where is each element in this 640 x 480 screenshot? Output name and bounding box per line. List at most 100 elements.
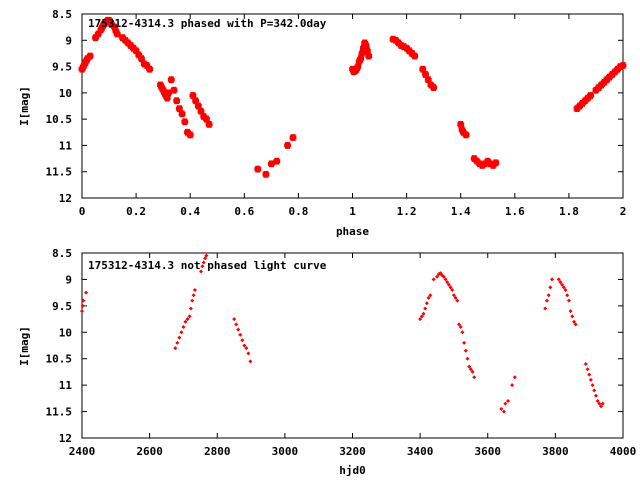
data-point-arm bbox=[84, 56, 91, 61]
data-point bbox=[446, 282, 451, 287]
data-point-arm bbox=[254, 167, 262, 172]
data-point-arm bbox=[357, 56, 365, 61]
data-point-arm bbox=[592, 88, 600, 93]
data-point-arm bbox=[595, 85, 603, 90]
data-point-arm bbox=[430, 85, 438, 90]
data-point-arm bbox=[403, 46, 410, 51]
data-point-arm bbox=[470, 156, 478, 161]
data-point-arm bbox=[492, 160, 500, 165]
data-point bbox=[563, 288, 568, 292]
data-point bbox=[467, 364, 472, 369]
data-point bbox=[426, 295, 431, 300]
chart-title: 175312-4314.3 not phased light curve bbox=[88, 259, 327, 272]
data-point-arm bbox=[197, 109, 205, 114]
x-tick-label: 0.4 bbox=[180, 205, 200, 218]
data-point bbox=[499, 406, 504, 411]
data-point bbox=[543, 306, 548, 311]
y-tick-label: 9.5 bbox=[52, 300, 72, 313]
data-point bbox=[573, 322, 578, 327]
data-point bbox=[568, 309, 573, 314]
y-tick-label: 8.5 bbox=[52, 8, 72, 21]
x-tick-label: 0.2 bbox=[126, 205, 146, 218]
data-point bbox=[236, 327, 241, 332]
data-point-arm bbox=[127, 43, 135, 48]
data-point bbox=[181, 325, 186, 329]
data-point bbox=[593, 393, 598, 398]
data-point bbox=[570, 314, 575, 319]
data-point bbox=[549, 277, 554, 282]
data-point-arm bbox=[165, 90, 172, 95]
data-point bbox=[190, 298, 195, 303]
data-point-arm bbox=[143, 63, 151, 68]
data-point bbox=[595, 399, 600, 403]
data-point-arm bbox=[405, 48, 413, 53]
x-tick-label: 3600 bbox=[475, 445, 502, 458]
x-tick-label: 1.8 bbox=[559, 205, 579, 218]
chart-panel-1: 0 0.2 0.4 0.6 0.8 1 1.2 1.4 1.6 1.8 2 8.5 9 9.5 10 10.5… bbox=[18, 8, 627, 238]
data-point bbox=[443, 277, 448, 282]
data-point bbox=[80, 303, 85, 308]
data-point bbox=[445, 280, 450, 285]
data-point-arm bbox=[484, 159, 492, 164]
data-point bbox=[458, 325, 463, 329]
data-point-arm bbox=[262, 172, 270, 177]
chart-panel-2: 2400 2600 2800 3000 3200 3400 3600 3800 4000 8.5 9… bbox=[18, 247, 636, 477]
data-point-arm bbox=[462, 132, 470, 137]
x-tick-label: 3800 bbox=[542, 445, 569, 458]
x-tick-label: 2800 bbox=[204, 445, 231, 458]
data-point-arm bbox=[86, 54, 94, 59]
data-point-arm bbox=[119, 35, 126, 40]
data-point bbox=[544, 298, 549, 303]
data-point-arm bbox=[113, 31, 121, 37]
data-point bbox=[234, 322, 239, 327]
data-point-arm bbox=[132, 48, 140, 53]
data-point-arm bbox=[94, 31, 102, 37]
data-point-arm bbox=[424, 77, 432, 82]
data-point bbox=[450, 288, 455, 292]
data-point-arm bbox=[167, 77, 175, 82]
data-point bbox=[565, 293, 570, 298]
data-point-arm bbox=[200, 114, 208, 119]
data-point-arm bbox=[92, 35, 99, 40]
y-tick-label: 11.5 bbox=[46, 406, 73, 419]
data-point-arm bbox=[284, 143, 291, 148]
x-tick-label: 3200 bbox=[339, 445, 366, 458]
data-point-arm bbox=[359, 46, 367, 51]
data-point-arm bbox=[614, 67, 621, 72]
data-point-arm bbox=[358, 51, 366, 56]
data-point-arm bbox=[581, 98, 589, 103]
data-point bbox=[460, 330, 465, 335]
data-point bbox=[558, 280, 563, 285]
data-point bbox=[566, 298, 571, 303]
data-point bbox=[81, 298, 86, 303]
data-point-arm bbox=[111, 25, 118, 30]
data-point-arm bbox=[457, 122, 465, 127]
data-point bbox=[173, 346, 178, 351]
data-point-arm bbox=[603, 77, 611, 82]
data-point bbox=[183, 319, 188, 324]
data-point-arm bbox=[576, 103, 584, 109]
data-point bbox=[179, 330, 184, 335]
x-tick-label: 4000 bbox=[610, 445, 637, 458]
data-point-arm bbox=[189, 93, 197, 98]
data-point-arm bbox=[597, 82, 605, 88]
data-point bbox=[435, 274, 440, 279]
data-point-arm bbox=[473, 159, 481, 164]
data-point bbox=[585, 367, 590, 372]
chart-title: 175312-4314.3 phased with P=342.0day bbox=[88, 17, 327, 30]
data-point-arm bbox=[584, 96, 592, 101]
data-point-arm bbox=[363, 48, 371, 53]
data-point-arm bbox=[408, 51, 416, 56]
data-point bbox=[453, 295, 458, 300]
y-tick-label: 12 bbox=[59, 432, 72, 445]
data-point bbox=[588, 377, 593, 382]
data-point bbox=[177, 335, 182, 340]
data-point bbox=[571, 319, 576, 324]
x-tick-label: 1 bbox=[349, 205, 356, 218]
data-point-arm bbox=[427, 82, 435, 88]
data-point bbox=[175, 340, 180, 345]
data-point bbox=[546, 293, 551, 298]
data-point-arm bbox=[186, 132, 194, 137]
y-axis-label: I[mag] bbox=[18, 86, 31, 126]
data-point-arm bbox=[178, 111, 186, 116]
